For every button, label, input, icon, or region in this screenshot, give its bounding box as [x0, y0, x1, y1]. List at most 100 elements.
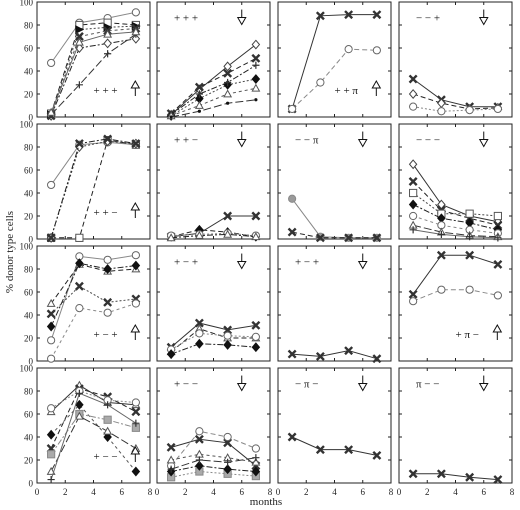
series-line-5 [50, 404, 137, 472]
y-tick-label: 40 [24, 433, 34, 443]
data-point-2-1 [288, 104, 297, 114]
data-point-1-3 [344, 445, 354, 455]
data-point-5-1 [46, 429, 56, 440]
y-tick-label: 40 [24, 67, 34, 77]
series-line-4 [170, 64, 257, 116]
series-line-3 [170, 332, 256, 350]
x-tick-label: 6 [240, 487, 245, 497]
panel-label: − − + [416, 13, 440, 25]
data-point-5-1 [47, 354, 56, 363]
data-point-4-3 [103, 134, 113, 144]
panel-label: + + + [94, 85, 118, 97]
data-point-1-2 [194, 434, 204, 444]
data-point-7-4 [494, 234, 502, 242]
data-point-1-2 [194, 318, 204, 328]
series-line-4 [50, 262, 136, 327]
panel-label: − π − [295, 379, 318, 391]
data-point-1-1 [47, 58, 56, 68]
panel-grid: + + + + + + + + π − − + + + − + + − − − π − − −… [20, 0, 515, 497]
y-tick-label: 80 [24, 143, 34, 153]
x-tick-label: 2 [425, 487, 430, 497]
data-point-1-4 [372, 450, 382, 460]
panel-label: − − π [295, 135, 319, 147]
panel-label: − − − [416, 135, 440, 147]
y-tick-label: 0 [29, 113, 34, 123]
y-tick-label: 40 [24, 311, 34, 321]
data-point-5-3 [103, 432, 112, 442]
data-point-3-1 [409, 188, 418, 198]
data-point-3-1 [409, 102, 418, 111]
x-tick-label: 6 [482, 487, 487, 497]
data-point-3-1 [47, 404, 56, 413]
y-tick-label: 0 [29, 357, 34, 367]
data-point-2-2 [437, 285, 446, 294]
data-point-1-1 [408, 159, 418, 170]
data-point-2-2 [195, 427, 204, 436]
data-point-1-4 [131, 8, 140, 17]
series-line-2 [412, 93, 498, 110]
x-axis-label: months [250, 496, 282, 508]
data-point-1-4 [372, 354, 382, 364]
y-tick-label: 20 [24, 212, 34, 222]
data-point-5-4 [251, 457, 261, 466]
data-point-1-1 [47, 180, 56, 190]
data-point-1-4 [251, 320, 261, 330]
data-point-7-1 [409, 226, 417, 234]
data-point-5-2 [75, 399, 84, 410]
panel-label: + + π [335, 85, 359, 97]
data-point-6-1 [169, 115, 173, 119]
panel-3-3: + − + [277, 245, 392, 364]
data-point-7-2 [437, 230, 445, 238]
y-tick-label: 80 [24, 265, 34, 275]
series-line-1 [170, 322, 256, 348]
x-tick-label: 2 [63, 487, 68, 497]
data-point-4-4 [131, 33, 141, 44]
data-point-3-4 [493, 211, 502, 221]
series-line-3 [50, 140, 136, 238]
panel-label: + − + [94, 329, 118, 341]
series-line-1 [292, 350, 378, 360]
series-line-3 [412, 192, 498, 217]
panel-label: + − + [174, 257, 198, 269]
data-point-4-2 [195, 460, 204, 471]
y-tick-label: 60 [24, 288, 34, 298]
data-point-7-4 [131, 27, 141, 36]
data-point-2-1 [408, 177, 418, 186]
series-line-4 [412, 204, 499, 231]
series-line-2 [170, 229, 256, 238]
series-line-1 [412, 78, 498, 108]
x-tick-label: 4 [453, 487, 458, 497]
data-point-4-1 [46, 233, 56, 243]
data-point-2-1 [409, 297, 418, 306]
data-point-6-3 [226, 101, 230, 105]
x-tick-label: 0 [35, 487, 40, 497]
data-point-4-1 [47, 450, 56, 459]
arrow-down-icon [236, 9, 247, 26]
series-line-1 [170, 44, 257, 116]
data-point-4-2 [194, 230, 204, 239]
y-tick-label: 80 [24, 387, 34, 397]
data-point-1-3 [344, 10, 354, 20]
panel-frame [398, 123, 513, 240]
data-point-2-3 [465, 285, 474, 294]
data-point-2-4 [251, 444, 260, 453]
panel-frame [398, 367, 513, 484]
data-point-1-3 [223, 325, 233, 335]
panel-frame [156, 245, 271, 362]
y-tick-label: 100 [20, 120, 34, 130]
data-point-1-1 [408, 289, 418, 299]
series-line-5 [412, 215, 498, 234]
data-point-4-3 [103, 415, 112, 424]
y-tick-label: 40 [24, 189, 34, 199]
data-point-2-4 [251, 53, 261, 63]
panel-frame [156, 123, 271, 240]
y-tick-label: 20 [24, 334, 34, 344]
data-point-2-3 [223, 68, 233, 78]
panel-label: + − − [174, 379, 198, 391]
data-point-5-4 [131, 299, 140, 308]
data-point-5-2 [74, 32, 84, 41]
data-point-5-4 [131, 466, 141, 477]
data-point-2-2 [316, 78, 325, 87]
series-line-6 [412, 224, 498, 238]
data-point-1-2 [315, 445, 325, 455]
